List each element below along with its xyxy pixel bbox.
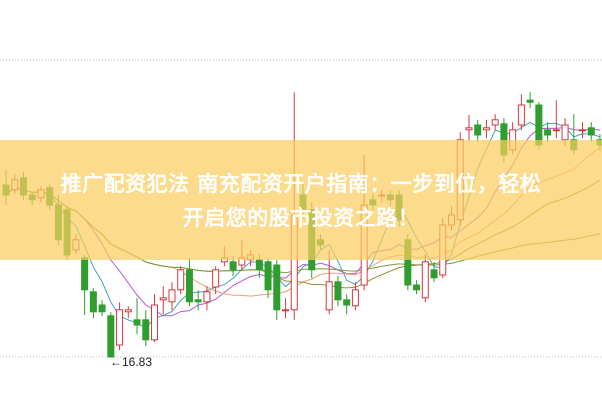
candle xyxy=(579,122,587,139)
candle-body xyxy=(579,129,587,132)
candle-body xyxy=(255,259,263,271)
min-price-label: 16.83 xyxy=(122,355,152,369)
candle-body xyxy=(124,309,132,313)
candle xyxy=(124,306,132,319)
min-price-marker: ←16.83 xyxy=(110,355,152,369)
candle xyxy=(212,266,220,295)
candle xyxy=(526,92,534,109)
candle xyxy=(587,122,595,143)
candle-body xyxy=(229,261,237,271)
candle xyxy=(465,115,473,140)
candle-body xyxy=(203,291,211,303)
candle xyxy=(544,122,552,143)
candle xyxy=(185,258,193,307)
candle-body xyxy=(89,291,97,313)
candle-body xyxy=(491,119,499,126)
candle-body xyxy=(133,319,141,326)
candle xyxy=(517,94,525,131)
banner-line-1: 推广配资犯法 南充配资开户指南：一步到位，轻松 xyxy=(60,172,542,196)
candle xyxy=(325,250,333,315)
candle xyxy=(343,294,351,315)
candle xyxy=(142,310,150,347)
candle xyxy=(273,260,281,320)
candle-body xyxy=(159,297,167,301)
candle-body xyxy=(474,124,482,136)
candle xyxy=(194,290,202,311)
candle-body xyxy=(142,319,150,341)
candle-body xyxy=(343,299,351,306)
candle-body xyxy=(264,261,272,291)
candle xyxy=(474,119,482,143)
candle-body xyxy=(194,299,202,303)
candle-body xyxy=(587,127,595,136)
candle xyxy=(491,114,499,131)
candle-body xyxy=(561,124,569,141)
candle-body xyxy=(351,289,359,307)
ad-banner-overlay: 推广配资犯法 南充配资开户指南：一步到位，轻松 开启您的股市投资之路！ xyxy=(0,140,602,260)
candle xyxy=(421,254,429,303)
candle xyxy=(264,258,272,299)
candle-body xyxy=(413,284,421,291)
candle-body xyxy=(552,129,560,132)
candle-body xyxy=(535,104,543,146)
candle-body xyxy=(465,127,473,131)
candle-body xyxy=(526,99,534,103)
candle xyxy=(81,255,89,315)
candle-body xyxy=(177,269,185,291)
candle-body xyxy=(212,269,220,288)
candle-body xyxy=(151,304,158,341)
candle xyxy=(151,294,158,343)
candle-body xyxy=(116,309,124,346)
candle-body xyxy=(282,309,290,312)
candle-body xyxy=(107,315,115,358)
candle-body xyxy=(98,304,106,313)
banner-line-2: 开启您的股市投资之路！ xyxy=(182,206,420,230)
candle xyxy=(177,266,185,295)
candle-body xyxy=(544,129,552,136)
candle xyxy=(552,100,560,139)
candle xyxy=(430,262,438,283)
candle-body xyxy=(517,104,525,126)
candle-body xyxy=(421,261,429,299)
candle xyxy=(133,298,141,335)
candle xyxy=(351,282,359,311)
candle-body xyxy=(325,281,333,311)
candle xyxy=(116,302,124,351)
candle-body xyxy=(482,127,490,131)
candle-body xyxy=(185,269,193,303)
candle-body xyxy=(273,264,281,311)
candle xyxy=(282,298,290,319)
candle xyxy=(413,280,421,295)
candle-body xyxy=(168,289,176,303)
candle-body xyxy=(81,257,89,291)
candle xyxy=(89,288,97,319)
candle xyxy=(334,276,342,307)
candle xyxy=(168,282,176,311)
candle xyxy=(159,286,167,315)
candle xyxy=(482,119,490,139)
candle xyxy=(203,286,211,311)
candle xyxy=(98,300,106,317)
candle-body xyxy=(430,269,438,279)
candle-body xyxy=(334,281,342,301)
candle xyxy=(107,312,115,358)
